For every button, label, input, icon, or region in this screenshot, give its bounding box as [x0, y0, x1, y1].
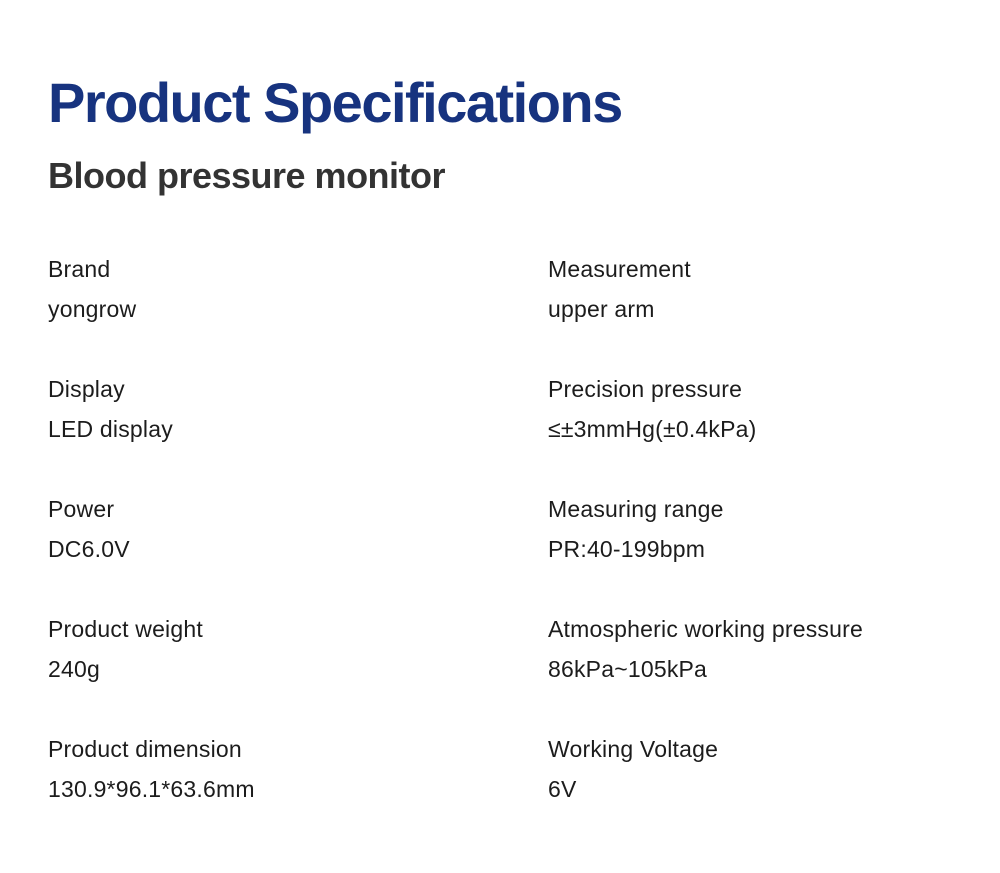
page-title: Product Specifications — [48, 71, 623, 134]
spec-value: 6V — [548, 775, 577, 802]
spec-value: ≤±3mmHg(±0.4kPa) — [548, 415, 757, 442]
spec-label: Measurement — [548, 255, 691, 282]
spec-grid: Brand yongrow Measurement upper arm Disp… — [48, 249, 960, 809]
spec-label: Brand — [48, 255, 111, 282]
spec-display: Display LED display — [48, 369, 548, 449]
spec-working-voltage: Working Voltage 6V — [548, 729, 960, 809]
spec-product-weight: Product weight 240g — [48, 609, 548, 689]
spec-measurement: Measurement upper arm — [548, 249, 960, 329]
spec-label: Working Voltage — [548, 735, 719, 762]
spec-atmospheric-pressure: Atmospheric working pressure 86kPa~105kP… — [548, 609, 960, 689]
spec-label: Power — [48, 495, 115, 522]
spec-value: 86kPa~105kPa — [548, 655, 708, 682]
spec-label: Precision pressure — [548, 375, 743, 402]
spec-value: 240g — [48, 655, 100, 682]
product-name-subtitle: Blood pressure monitor — [48, 154, 446, 196]
spec-product-dimension: Product dimension 130.9*96.1*63.6mm — [48, 729, 548, 809]
spec-label: Product weight — [48, 615, 203, 642]
spec-label: Measuring range — [548, 495, 724, 522]
spec-value: yongrow — [48, 295, 137, 322]
spec-power: Power DC6.0V — [48, 489, 548, 569]
spec-label: Atmospheric working pressure — [548, 615, 863, 642]
spec-value: PR:40-199bpm — [548, 535, 706, 562]
spec-value: LED display — [48, 415, 173, 442]
spec-brand: Brand yongrow — [48, 249, 548, 329]
spec-value: 130.9*96.1*63.6mm — [48, 775, 255, 802]
spec-value: upper arm — [548, 295, 655, 322]
spec-value: DC6.0V — [48, 535, 130, 562]
spec-label: Display — [48, 375, 125, 402]
spec-measuring-range: Measuring range PR:40-199bpm — [548, 489, 960, 569]
spec-precision-pressure: Precision pressure ≤±3mmHg(±0.4kPa) — [548, 369, 960, 449]
spec-label: Product dimension — [48, 735, 242, 762]
